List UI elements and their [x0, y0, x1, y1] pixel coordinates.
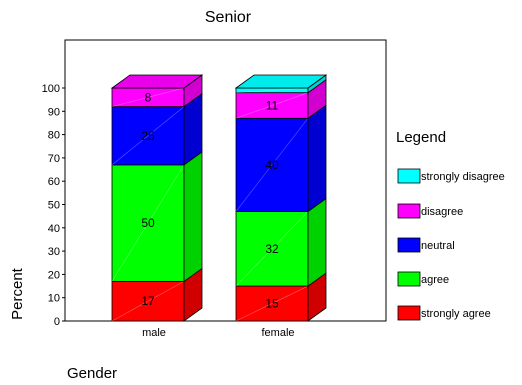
x-tick-label: female — [261, 327, 294, 339]
bar-side — [307, 197, 327, 287]
bar-segment — [111, 164, 185, 282]
bar-shading-line — [235, 118, 309, 212]
bar-data-label: 8 — [145, 90, 152, 104]
legend-label: strongly disagree — [421, 171, 505, 183]
bar-side — [183, 151, 203, 283]
bar-data-label: 17 — [141, 294, 155, 308]
bar-segment — [111, 106, 185, 166]
x-axis-label: Gender — [67, 365, 117, 382]
legend-label: disagree — [421, 206, 463, 218]
y-tick-label: 70 — [48, 153, 60, 165]
bar-data-label: 50 — [141, 216, 155, 230]
y-tick-label: 90 — [48, 106, 60, 118]
bar-segment — [235, 211, 309, 287]
bar-shading-line — [235, 285, 309, 322]
bar-top — [110, 74, 204, 89]
bar-shading-line — [111, 164, 185, 282]
y-axis: 0 10 20 30 40 50 60 70 80 90 100 — [42, 83, 65, 328]
bar-shading-line — [235, 87, 309, 93]
bar-segment — [111, 280, 185, 322]
bar-data-label: 25 — [141, 129, 155, 143]
y-tick-label: 10 — [48, 293, 60, 305]
legend-swatch — [397, 203, 421, 219]
plot-frame — [64, 39, 387, 322]
x-axis: male female — [142, 327, 294, 339]
bar-shading-line — [111, 281, 185, 322]
legend: strongly disagree disagree neutral agree str… — [397, 168, 505, 321]
bar-top — [234, 74, 328, 89]
bars-group: 17 50 25 8 15 32 40 11 — [110, 74, 328, 322]
bar-shading-line — [111, 106, 185, 166]
legend-label: agree — [421, 274, 449, 286]
legend-title: Legend — [396, 129, 446, 146]
y-tick-label: 0 — [54, 316, 60, 328]
y-tick-label: 30 — [48, 246, 60, 258]
y-axis-label: Percent — [9, 267, 26, 320]
y-tick-label: 50 — [48, 200, 60, 212]
bar-shading-line — [235, 211, 309, 287]
legend-swatch — [397, 237, 421, 253]
y-tick-label: 80 — [48, 130, 60, 142]
bar-shading-line — [111, 87, 185, 107]
y-tick-label: 60 — [48, 176, 60, 188]
bar-data-label: 40 — [265, 158, 279, 172]
chart-title: Senior — [205, 9, 252, 26]
bar-data-label: 11 — [266, 98, 279, 112]
y-tick-label: 20 — [48, 269, 60, 281]
legend-swatch — [397, 305, 421, 321]
y-tick-label: 100 — [42, 83, 60, 95]
bar-data-label: 32 — [265, 242, 279, 256]
x-tick-label: male — [142, 327, 166, 339]
bar-data-label: 15 — [265, 297, 279, 311]
legend-swatch — [397, 271, 421, 287]
bar-side — [307, 104, 327, 213]
bar-segment — [235, 117, 309, 212]
bar-shading-line — [235, 92, 309, 119]
legend-swatch — [397, 168, 421, 184]
y-tick-label: 40 — [48, 223, 60, 235]
legend-label: neutral — [421, 240, 455, 252]
legend-label: strongly agree — [421, 308, 491, 320]
